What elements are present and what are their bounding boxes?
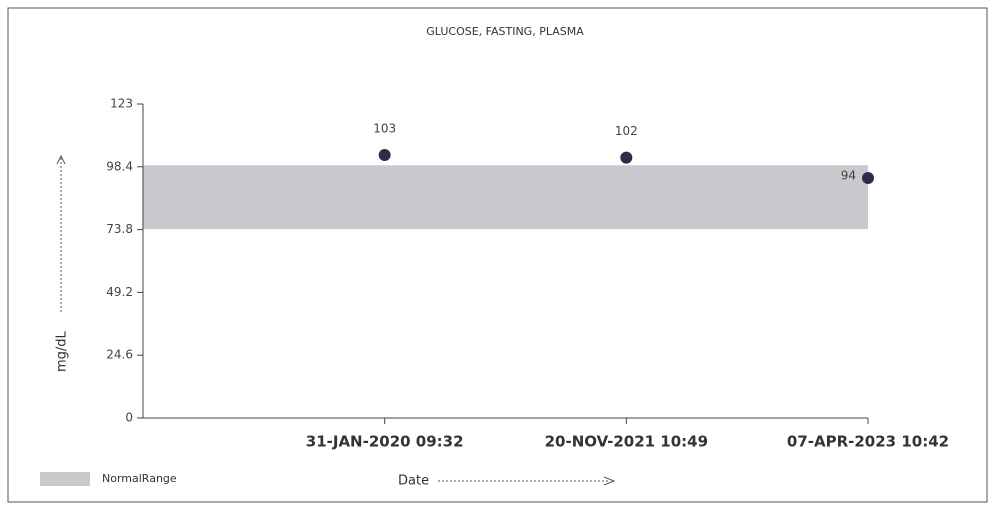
x-tick-label: 31-JAN-2020 09:32 [306,433,464,451]
data-point [620,151,633,164]
y-axis-label: mg/dL [55,330,70,372]
normal-range-band [143,165,868,230]
y-tick-label: 49.2 [106,285,133,299]
y-tick-label: 0 [125,411,133,425]
x-tick-label: 07-APR-2023 10:42 [787,433,949,451]
data-label: 102 [615,124,638,138]
x-tick-label: 20-NOV-2021 10:49 [545,433,708,451]
chart-title: GLUCOSE, FASTING, PLASMA [426,25,584,38]
legend-label: NormalRange [102,472,177,485]
y-tick-label: 123 [110,97,133,111]
frame [7,7,988,503]
data-label: 103 [373,122,396,136]
y-tick-label: 73.8 [106,222,133,236]
y-tick-label: 24.6 [106,348,133,362]
y-axis-arrowhead [56,154,66,165]
x-axis-arrowhead [603,476,616,486]
y-tick-label: 98.4 [106,159,133,173]
legend-swatch [40,472,90,486]
data-point [378,149,391,162]
x-axis-label: Date [398,474,429,489]
data-point [862,172,874,185]
data-label: 94 [841,169,856,183]
